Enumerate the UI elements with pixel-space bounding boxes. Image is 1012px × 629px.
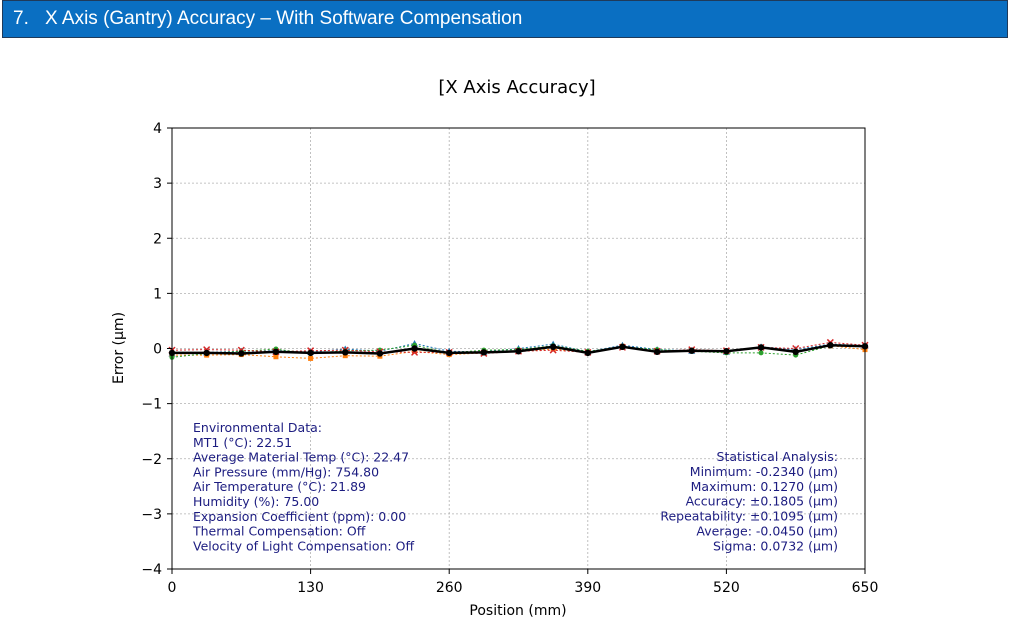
environmental-line: Expansion Coefficient (ppm): 0.00: [193, 509, 406, 524]
section-title: X Axis (Gantry) Accuracy – With Software…: [45, 8, 523, 29]
section-header: 7. X Axis (Gantry) Accuracy – With Softwa…: [2, 0, 1008, 38]
data-point: [757, 344, 765, 351]
environmental-line: Velocity of Light Compensation: Off: [193, 538, 414, 553]
data-point: [827, 341, 834, 349]
y-tick-label: −2: [141, 452, 162, 468]
x-tick-label: 260: [436, 580, 463, 596]
statistics-line: Sigma: 0.0732 (µm): [713, 538, 838, 553]
data-point: [203, 349, 210, 357]
data-point: [515, 348, 522, 355]
statistical-analysis: Statistical Analysis:Minimum: -0.2340 (µ…: [660, 449, 838, 553]
axis-ticks: 0 130 260 390 520 650 4 3 2 1 0 −1 −2 −3 −4: [141, 121, 878, 596]
statistics-line: Average: -0.0450 (µm): [696, 524, 838, 539]
data-point: [688, 347, 695, 354]
environmental-line: Air Pressure (mm/Hg): 754.80: [193, 464, 379, 479]
y-tick-label: −4: [141, 562, 162, 578]
data-point: [549, 343, 557, 351]
statistics-line: Maximum: 0.1270 (µm): [691, 479, 838, 494]
y-tick-label: 0: [153, 342, 162, 358]
data-point: [308, 355, 314, 361]
y-axis-label: Error (µm): [111, 312, 127, 384]
data-point: [307, 349, 314, 357]
x-tick-label: 650: [852, 580, 879, 596]
environmental-line: Humidity (%): 75.00: [193, 494, 319, 509]
environmental-data: Environmental Data:MT1 (°C): 22.51Averag…: [192, 420, 414, 553]
data-point: [584, 349, 591, 357]
y-tick-label: 4: [153, 121, 162, 137]
statistics-line: Accuracy: ±0.1805 (µm): [686, 494, 838, 509]
data-point: [723, 348, 730, 355]
data-point: [619, 343, 626, 351]
data-point: [273, 354, 279, 360]
x-tick-label: 390: [574, 580, 601, 596]
y-tick-label: −1: [141, 397, 162, 413]
data-point: [758, 350, 764, 356]
data-point: [653, 348, 661, 356]
y-tick-label: −3: [141, 507, 162, 523]
section-number: 7.: [13, 8, 29, 29]
y-tick-label: 2: [153, 231, 162, 247]
x-axis-label: Position (mm): [469, 603, 566, 619]
data-point: [792, 348, 799, 356]
data-point: [376, 350, 384, 357]
series-group: [168, 341, 869, 357]
data-point: [446, 349, 453, 357]
y-tick-label: 3: [153, 176, 162, 192]
environmental-line: Thermal Compensation: Off: [192, 524, 366, 539]
x-tick-label: 520: [713, 580, 740, 596]
x-tick-label: 0: [168, 580, 177, 596]
chart-title: [X Axis Accuracy]: [438, 77, 595, 98]
environmental-line: MT1 (°C): 22.51: [193, 435, 292, 450]
statistics-line: Statistical Analysis:: [717, 449, 838, 464]
data-point: [342, 349, 349, 356]
statistics-line: Minimum: -0.2340 (µm): [690, 464, 838, 479]
environmental-line: Air Temperature (°C): 21.89: [193, 479, 366, 494]
x-tick-label: 130: [297, 580, 324, 596]
environmental-line: Average Material Temp (°C): 22.47: [193, 450, 409, 465]
data-point: [480, 349, 488, 356]
y-tick-label: 1: [153, 286, 162, 302]
data-point: [411, 345, 418, 352]
environmental-line: Environmental Data:: [193, 420, 322, 435]
data-point: [342, 353, 348, 359]
data-point: [238, 350, 245, 357]
series-layer: [168, 338, 869, 361]
data-point: [272, 348, 280, 356]
statistics-line: Repeatability: ±0.1095 (µm): [660, 509, 838, 524]
